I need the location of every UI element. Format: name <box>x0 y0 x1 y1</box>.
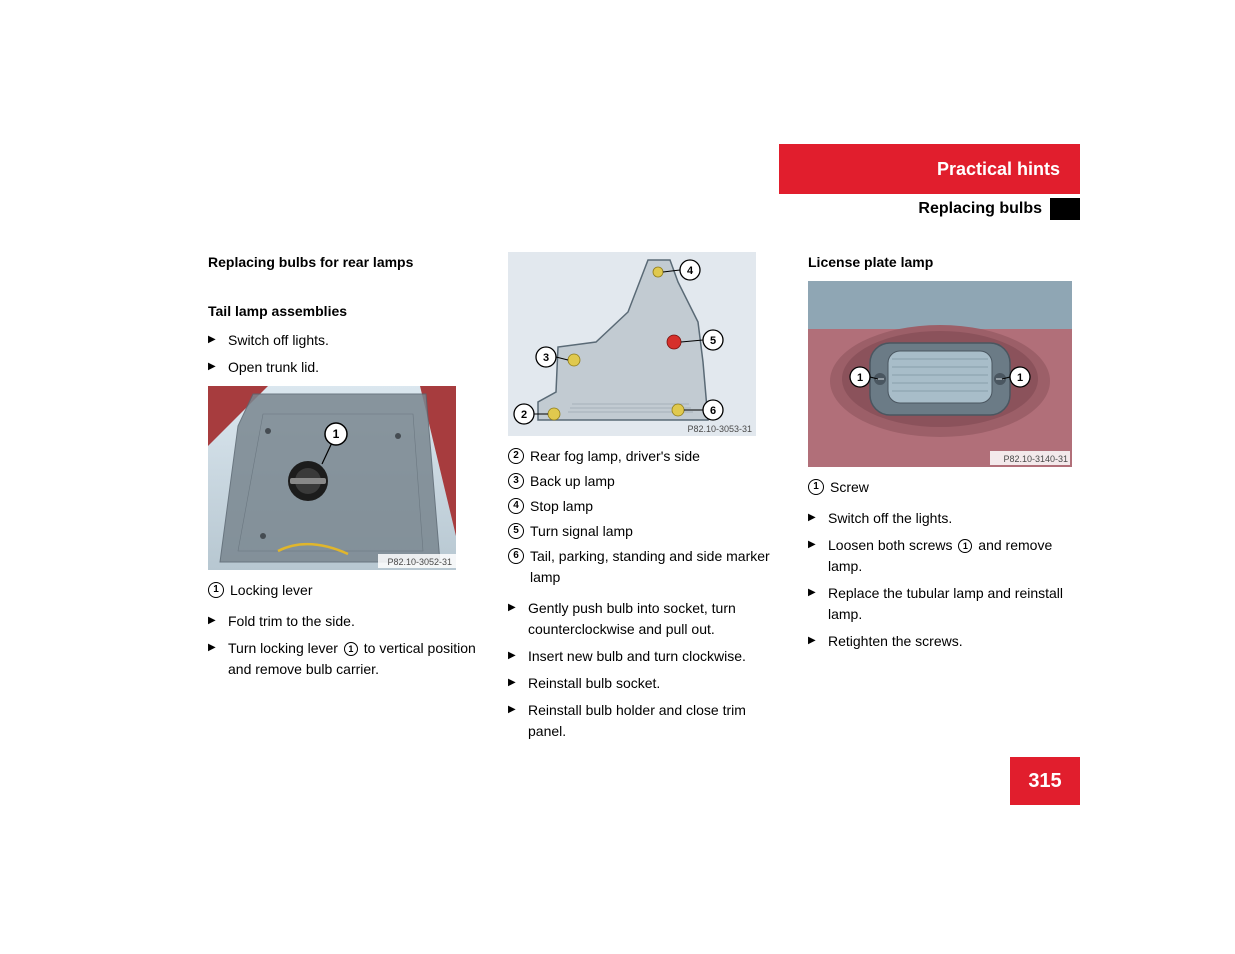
caption-line: 6 Tail, parking, standing and side marker… <box>508 546 778 588</box>
col1-steps-bottom: Fold trim to the side. Turn locking leve… <box>208 611 478 680</box>
section-marker-box <box>1050 198 1080 220</box>
callout-num-icon: 5 <box>508 523 524 539</box>
caption-text: Back up lamp <box>530 471 615 492</box>
caption-line: 2 Rear fog lamp, driver's side <box>508 446 778 467</box>
col3-heading: License plate lamp <box>808 252 1078 273</box>
svg-text:3: 3 <box>543 352 549 364</box>
step-item: Turn locking lever 1 to vertical positio… <box>208 638 478 680</box>
section-subheader-row: Replacing bulbs <box>779 198 1080 220</box>
svg-text:4: 4 <box>687 265 694 277</box>
caption-line: 1 Screw <box>808 477 1078 498</box>
svg-text:5: 5 <box>710 335 716 347</box>
figure-tail-lamp-trunk: 1 P82.10-3052-31 <box>208 386 456 570</box>
column-2: 4 5 3 6 2 P82.10-3053-31 2 Rear fog lamp,… <box>508 252 778 748</box>
step-item: Reinstall bulb socket. <box>508 673 778 694</box>
step-item: Switch off lights. <box>208 330 478 351</box>
inline-callout-icon: 1 <box>344 642 358 656</box>
svg-text:1: 1 <box>1017 372 1023 384</box>
callout-num-icon: 4 <box>508 498 524 514</box>
page-number: 315 <box>1028 770 1061 793</box>
caption-line: 5 Turn signal lamp <box>508 521 778 542</box>
col1-heading: Replacing bulbs for rear lamps <box>208 252 478 273</box>
figure-license-plate-lamp: 1 1 P82.10-3140-31 <box>808 281 1072 467</box>
svg-text:6: 6 <box>710 405 716 417</box>
col3-steps: Switch off the lights. Loosen both screw… <box>808 508 1078 652</box>
figure-bulb-carrier: 4 5 3 6 2 P82.10-3053-31 <box>508 252 756 436</box>
section-header-bar: Practical hints <box>779 144 1080 194</box>
caption-text: Locking lever <box>230 580 313 601</box>
step-item: Retighten the screws. <box>808 631 1078 652</box>
figure-code: P82.10-3140-31 <box>1003 454 1068 464</box>
step-item: Fold trim to the side. <box>208 611 478 632</box>
caption-line: 4 Stop lamp <box>508 496 778 517</box>
step-item: Reinstall bulb holder and close trim pan… <box>508 700 778 742</box>
step-item: Open trunk lid. <box>208 357 478 378</box>
svg-text:1: 1 <box>857 372 863 384</box>
step-item: Gently push bulb into socket, turn count… <box>508 598 778 640</box>
inline-callout-icon: 1 <box>958 539 972 553</box>
step-item: Insert new bulb and turn clockwise. <box>508 646 778 667</box>
caption-line: 1 Locking lever <box>208 580 478 601</box>
step-item: Loosen both screws 1 and remove lamp. <box>808 535 1078 577</box>
callout-num-icon: 3 <box>508 473 524 489</box>
callout-num-icon: 6 <box>508 548 524 564</box>
callout-num-icon: 1 <box>208 582 224 598</box>
caption-text: Stop lamp <box>530 496 593 517</box>
col1-subheading: Tail lamp assemblies <box>208 301 478 322</box>
svg-text:2: 2 <box>521 409 527 421</box>
figure-code: P82.10-3053-31 <box>687 424 752 434</box>
section-header-title: Practical hints <box>937 159 1060 180</box>
figure-code: P82.10-3052-31 <box>387 557 452 567</box>
callout-num-icon: 1 <box>808 479 824 495</box>
col1-steps-top: Switch off lights. Open trunk lid. <box>208 330 478 378</box>
caption-line: 3 Back up lamp <box>508 471 778 492</box>
step-item: Replace the tubular lamp and reinstall l… <box>808 583 1078 625</box>
caption-text: Rear fog lamp, driver's side <box>530 446 700 467</box>
col2-steps: Gently push bulb into socket, turn count… <box>508 598 778 742</box>
page-number-box: 315 <box>1010 757 1080 805</box>
callout-num-icon: 2 <box>508 448 524 464</box>
caption-text: Tail, parking, standing and side marker … <box>530 546 778 588</box>
svg-text:1: 1 <box>333 427 340 441</box>
step-item: Switch off the lights. <box>808 508 1078 529</box>
section-subheader-text: Replacing bulbs <box>918 200 1042 218</box>
column-3: License plate lamp 1 <box>808 252 1078 748</box>
column-1: Replacing bulbs for rear lamps Tail lamp… <box>208 252 478 748</box>
caption-text: Screw <box>830 477 869 498</box>
content-columns: Replacing bulbs for rear lamps Tail lamp… <box>208 252 1080 748</box>
caption-text: Turn signal lamp <box>530 521 633 542</box>
